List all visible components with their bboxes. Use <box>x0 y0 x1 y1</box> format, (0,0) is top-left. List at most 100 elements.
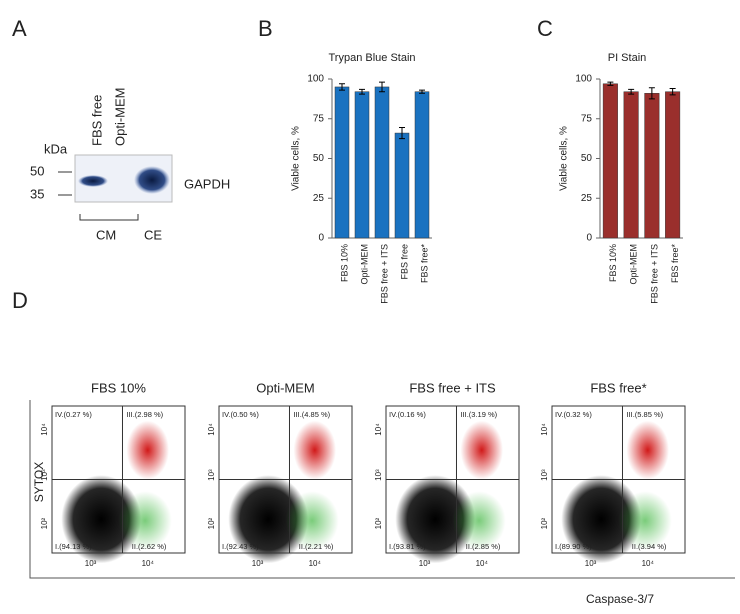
x-tick-label: 10³ <box>85 559 97 568</box>
cell-cloud <box>395 475 476 564</box>
x-tick-label: Opti-MEM <box>629 244 639 285</box>
kda-label: kDa <box>44 141 68 156</box>
bracket <box>79 214 139 221</box>
cell-cloud <box>228 475 309 564</box>
group-label: CM <box>96 227 116 242</box>
y-tick-label: 0 <box>318 233 324 244</box>
y-tick-label: 10² <box>374 517 383 529</box>
quadrant-label: II.(2.85 %) <box>466 542 501 551</box>
quadrant-label: IV.(0.27 %) <box>55 410 92 419</box>
cell-cloud <box>561 475 642 564</box>
panel-label: A <box>12 16 27 41</box>
quadrant-label: IV.(0.50 %) <box>222 410 259 419</box>
x-tick-label: FBS free <box>399 244 409 280</box>
quadrant-label: II.(3.94 %) <box>632 542 667 551</box>
y-tick-label: 10⁴ <box>207 423 216 436</box>
error-bar <box>399 126 405 140</box>
y-tick-label: 75 <box>313 113 325 124</box>
x-tick-label: Opti-MEM <box>359 244 369 285</box>
plot-title: FBS free* <box>590 380 646 395</box>
y-tick-label: 10³ <box>374 469 383 481</box>
panel-label: C <box>537 16 553 41</box>
cell-cloud <box>626 420 670 480</box>
panel-frame <box>29 400 735 579</box>
x-tick-label: 10⁴ <box>642 559 655 568</box>
y-tick-label: 0 <box>586 233 592 244</box>
panel-label: B <box>258 16 273 41</box>
y-tick-label: 50 <box>581 153 593 164</box>
quadrant-label: I.(93.81 %) <box>389 542 426 551</box>
x-tick-label: 10³ <box>252 559 264 568</box>
error-bar <box>628 88 635 95</box>
y-tick-label: 75 <box>581 113 593 124</box>
y-tick-label: 10³ <box>207 469 216 481</box>
cell-cloud <box>118 491 172 551</box>
quadrant-label: II.(2.62 %) <box>132 542 167 551</box>
group-label: CE <box>144 227 162 242</box>
bar <box>394 132 410 239</box>
x-axis-label: Caspase-3/7 <box>586 592 654 606</box>
plot-title: Opti-MEM <box>256 380 315 395</box>
cell-cloud <box>452 491 506 551</box>
marker-label: 50 <box>30 163 44 178</box>
y-tick-label: 10⁴ <box>374 423 383 436</box>
quadrant-label: III.(4.85 %) <box>293 410 330 419</box>
error-bar <box>419 89 425 94</box>
bar <box>334 86 350 239</box>
bar <box>602 83 618 239</box>
cell-cloud <box>460 420 504 480</box>
quadrant-label: I.(92.43 %) <box>222 542 259 551</box>
quadrant-label: III.(3.19 %) <box>460 410 497 419</box>
panel-label: D <box>12 288 28 313</box>
error-bar <box>379 81 385 93</box>
y-tick-label: 10³ <box>540 469 549 481</box>
bar <box>374 86 390 239</box>
y-tick-label: 10² <box>540 517 549 529</box>
x-tick-label: FBS free + ITS <box>379 244 389 304</box>
x-tick-label: FBS free* <box>419 244 429 284</box>
chart-title: PI Stain <box>608 52 647 64</box>
x-tick-label: 10³ <box>419 559 431 568</box>
error-bar <box>648 87 655 100</box>
y-tick-label: 50 <box>313 153 325 164</box>
western-blot: FBS free Opti-MEM kDa 50 35 GAPDH CM CE <box>30 88 230 243</box>
x-tick-label: 10⁴ <box>476 559 489 568</box>
bar <box>623 91 639 239</box>
x-tick-label: 10⁴ <box>309 559 322 568</box>
lane-label: FBS free <box>89 95 104 146</box>
quadrant-label: III.(5.85 %) <box>626 410 663 419</box>
cell-cloud <box>293 420 337 480</box>
cell-cloud <box>618 491 672 551</box>
y-tick-label: 10² <box>207 517 216 529</box>
bar <box>414 91 430 239</box>
quadrant-label: III.(2.98 %) <box>126 410 163 419</box>
blot-band <box>78 175 108 187</box>
quadrant-label: II.(2.21 %) <box>299 542 334 551</box>
y-axis-label: Viable cells, % <box>559 126 570 191</box>
plot-title: FBS free + ITS <box>409 380 496 395</box>
quadrant-label: I.(94.13 %) <box>55 542 92 551</box>
quadrant-label: IV.(0.16 %) <box>389 410 426 419</box>
cell-cloud <box>126 420 170 480</box>
y-tick-label: 100 <box>575 74 592 85</box>
y-axis-label: Viable cells, % <box>291 126 302 191</box>
protein-label: GAPDH <box>184 176 230 191</box>
quadrant-label: IV.(0.32 %) <box>555 410 592 419</box>
error-bar <box>359 88 365 95</box>
bar <box>644 93 660 239</box>
marker-label: 35 <box>30 186 44 201</box>
lane-label: Opti-MEM <box>112 88 127 147</box>
x-tick-label: FBS free* <box>670 244 680 284</box>
y-tick-label: 100 <box>307 74 324 85</box>
bar <box>665 91 681 239</box>
error-bar <box>669 88 676 96</box>
y-tick-label: 25 <box>313 193 325 204</box>
x-tick-label: 10³ <box>585 559 597 568</box>
blot-band <box>134 166 170 194</box>
y-tick-label: 10² <box>40 517 49 529</box>
x-tick-label: FBS free + ITS <box>649 244 659 304</box>
cell-cloud <box>61 475 142 564</box>
x-tick-label: 10⁴ <box>142 559 155 568</box>
y-tick-label: 25 <box>581 193 593 204</box>
y-tick-label: 10³ <box>40 469 49 481</box>
